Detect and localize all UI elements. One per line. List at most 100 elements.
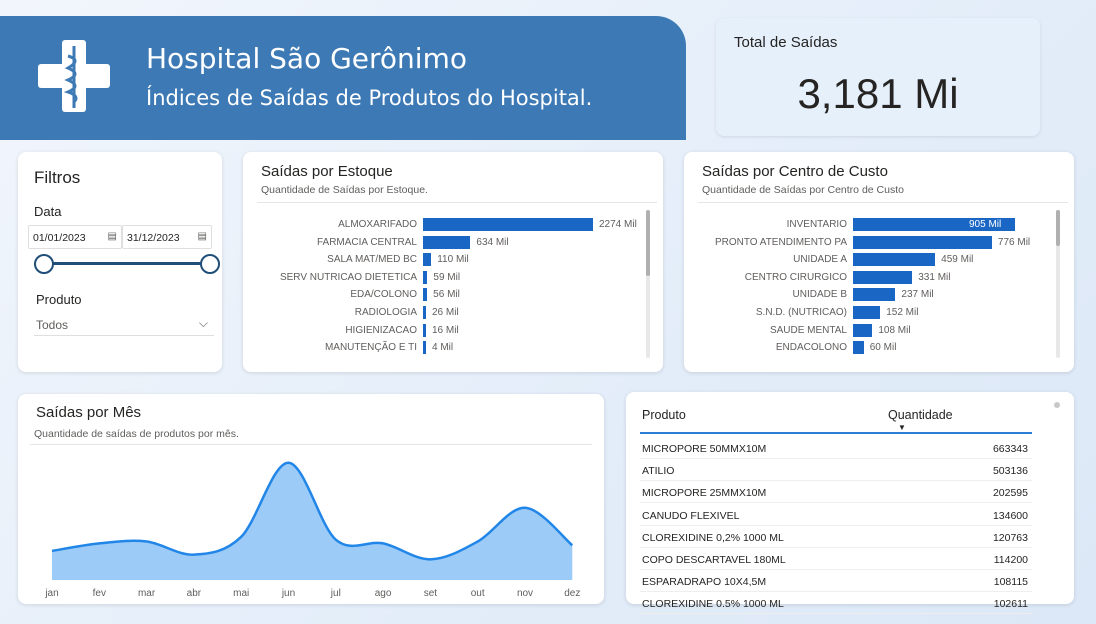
scrollbar-thumb[interactable] bbox=[1054, 402, 1060, 408]
bar-value-label: 60 Mil bbox=[869, 342, 897, 354]
bar-category-label: INVENTARIO bbox=[786, 219, 847, 230]
sort-descending-icon[interactable]: ▼ bbox=[898, 423, 906, 432]
bar-category-label: ENDACOLONO bbox=[775, 342, 847, 354]
bar[interactable] bbox=[853, 288, 896, 302]
table-row[interactable]: MICROPORE 25MMX10M 202595 bbox=[640, 481, 1032, 504]
bar-row[interactable]: PRONTO ATENDIMENTO PA 776 Mil bbox=[684, 235, 1074, 250]
bar-row[interactable]: RADIOLOGIA 26 Mil bbox=[243, 306, 663, 320]
bar-value-label: 110 Mil bbox=[437, 254, 469, 266]
bar-category-label: SAUDE MENTAL bbox=[769, 324, 847, 336]
scrollbar-thumb[interactable] bbox=[1056, 210, 1060, 246]
bar[interactable] bbox=[423, 341, 426, 355]
product-filter-label: Produto bbox=[36, 292, 82, 307]
bar-value-label: 905 Mil bbox=[969, 219, 1002, 230]
x-tick-label: jul bbox=[330, 588, 341, 599]
bar-value-label: 634 Mil bbox=[476, 236, 509, 248]
product-dropdown[interactable]: Todos ⌵ bbox=[34, 314, 214, 336]
table-row[interactable]: CLOREXIDINE 0.5% 1000 ML 102611 bbox=[640, 592, 1032, 615]
bar-category-label: PRONTO ATENDIMENTO PA bbox=[714, 236, 847, 248]
bar-category-label: MANUTENÇÃO E TI bbox=[324, 342, 417, 354]
bar-row[interactable]: S.N.D. (NUTRICAO) 152 Mil bbox=[684, 306, 1074, 320]
bar-row[interactable]: SALA MAT/MED BC 110 Mil bbox=[243, 253, 663, 267]
bar-value-label: 4 Mil bbox=[432, 342, 454, 354]
bar[interactable] bbox=[853, 218, 1015, 231]
bar[interactable] bbox=[423, 323, 426, 337]
cell-quantidade: 114200 bbox=[993, 554, 1028, 566]
date-start-input[interactable]: 01/01/2023 ▤ bbox=[28, 225, 122, 249]
area-fill bbox=[52, 462, 573, 580]
bar-row[interactable]: UNIDADE B 237 Mil bbox=[684, 288, 1074, 302]
bar[interactable] bbox=[853, 341, 864, 355]
bar[interactable] bbox=[423, 235, 471, 249]
bar-value-label: 459 Mil bbox=[941, 254, 974, 266]
table-row[interactable]: CANUDO FLEXIVEL 134600 bbox=[640, 504, 1032, 526]
table-row[interactable]: ATILIO 503136 bbox=[640, 459, 1032, 482]
cell-produto: ESPARADRAPO 10X4,5M bbox=[642, 576, 767, 589]
bar[interactable] bbox=[853, 323, 873, 337]
chevron-down-icon[interactable]: ⌵ bbox=[198, 316, 208, 330]
col-header-produto[interactable]: Produto bbox=[642, 408, 686, 422]
table-header: Produto Quantidade ▼ bbox=[640, 406, 1032, 434]
bar-row[interactable]: EDA/COLONO 56 Mil bbox=[243, 288, 663, 302]
bar-row[interactable]: INVENTARIO 905 Mil bbox=[684, 218, 1074, 232]
bar[interactable] bbox=[423, 270, 428, 284]
series-line[interactable] bbox=[51, 461, 574, 561]
col-header-quantidade[interactable]: Quantidade bbox=[888, 408, 953, 422]
bar-row[interactable]: HIGIENIZACAO 16 Mil bbox=[243, 323, 663, 338]
bar-value-label: 56 Mil bbox=[433, 289, 460, 301]
calendar-icon[interactable]: ▤ bbox=[197, 231, 207, 242]
bar[interactable] bbox=[853, 235, 992, 249]
estoque-bar-chart-card: Saídas por Estoque Quantidade de Saídas … bbox=[243, 152, 663, 372]
bar-row[interactable]: FARMACIA CENTRAL 634 Mil bbox=[243, 235, 663, 250]
bar-value-label: 59 Mil bbox=[433, 271, 461, 283]
bar-row[interactable]: SERV NUTRICAO DIETETICA 59 Mil bbox=[243, 270, 663, 285]
x-tick-label: nov bbox=[517, 588, 533, 599]
bar-row[interactable]: SAUDE MENTAL 108 Mil bbox=[684, 323, 1074, 338]
hospital-cross-logo-icon bbox=[38, 40, 110, 112]
centro-custo-bar-chart-card: Saídas por Centro de Custo Quantidade de… bbox=[684, 152, 1074, 372]
kpi-label: Total de Saídas bbox=[734, 34, 838, 51]
date-range-slider[interactable] bbox=[44, 262, 210, 265]
table-row[interactable]: CLOREXIDINE 0,2% 1000 ML 120763 bbox=[640, 526, 1032, 548]
centro-chart-title: Saídas por Centro de Custo bbox=[702, 163, 888, 180]
date-end-input[interactable]: 31/12/2023 ▤ bbox=[122, 225, 212, 249]
product-dropdown-value: Todos bbox=[36, 318, 69, 332]
produtos-table-card: Produto Quantidade ▼ MICROPORE 50MMX10M 6… bbox=[626, 392, 1074, 615]
bar[interactable] bbox=[853, 253, 936, 267]
cell-produto: CLOREXIDINE 0.5% 1000 ML bbox=[642, 598, 784, 611]
bar-row[interactable]: UNIDADE A 459 Mil bbox=[684, 253, 1074, 267]
centro-chart-subtitle: Quantidade de Saídas por Centro de Custo bbox=[702, 184, 904, 196]
bar-value-label: 152 Mil bbox=[886, 307, 919, 318]
slider-start-handle[interactable] bbox=[34, 254, 54, 274]
bar[interactable] bbox=[423, 253, 432, 267]
slider-end-handle[interactable] bbox=[200, 254, 220, 274]
x-tick-label: jun bbox=[281, 588, 295, 599]
x-tick-label: mai bbox=[233, 588, 249, 599]
scrollbar-thumb[interactable] bbox=[646, 210, 650, 276]
cell-produto: ATILIO bbox=[642, 465, 675, 478]
date-start-value: 01/01/2023 bbox=[33, 232, 86, 244]
bar-row[interactable]: CENTRO CIRURGICO 331 Mil bbox=[684, 270, 1074, 285]
scrollbar[interactable] bbox=[646, 210, 650, 358]
scrollbar[interactable] bbox=[1056, 210, 1060, 358]
cell-quantidade: 663343 bbox=[992, 443, 1028, 455]
table-row[interactable]: COPO DESCARTAVEL 180ML 114200 bbox=[640, 548, 1032, 570]
bar[interactable] bbox=[423, 288, 428, 302]
bar-row[interactable]: ALMOXARIFADO 2274 Mil bbox=[243, 218, 663, 232]
divider bbox=[257, 202, 657, 203]
x-tick-label: abr bbox=[187, 588, 202, 599]
calendar-icon[interactable]: ▤ bbox=[107, 231, 117, 242]
bar[interactable] bbox=[853, 306, 881, 319]
bar-row[interactable]: MANUTENÇÃO E TI 4 Mil bbox=[243, 341, 663, 355]
kpi-value: 3,181 Mi bbox=[797, 70, 959, 117]
x-tick-label: jan bbox=[44, 588, 58, 599]
table-row[interactable]: MICROPORE 50MMX10M 663343 bbox=[640, 437, 1032, 459]
bar-row[interactable]: ENDACOLONO 60 Mil bbox=[684, 341, 1074, 355]
table-row[interactable]: ESPARADRAPO 10X4,5M 108115 bbox=[640, 570, 1032, 593]
bar[interactable] bbox=[853, 270, 913, 284]
mes-area-chart-card: Saídas por Mês Quantidade de saídas de p… bbox=[18, 394, 604, 604]
bar[interactable] bbox=[423, 218, 593, 231]
bar[interactable] bbox=[423, 306, 426, 319]
bar-category-label: SALA MAT/MED BC bbox=[327, 254, 417, 266]
x-tick-label: mar bbox=[138, 588, 156, 599]
